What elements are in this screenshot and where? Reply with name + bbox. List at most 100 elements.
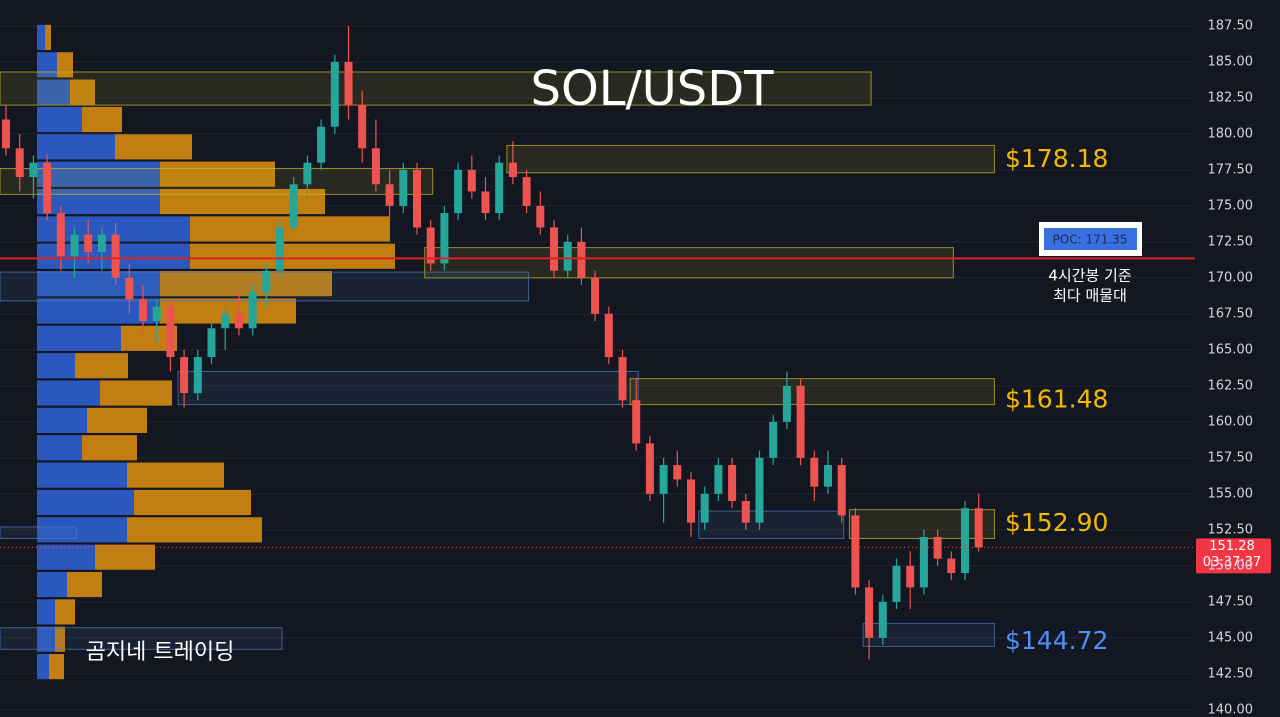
zone xyxy=(0,526,77,539)
candle-body xyxy=(577,241,586,278)
sell-volume-bar xyxy=(75,353,128,379)
candle-body xyxy=(2,119,10,149)
sell-volume-bar xyxy=(115,134,192,160)
candle-body xyxy=(837,465,846,516)
candle-body xyxy=(796,385,805,458)
last-price-label: 151.28 xyxy=(1209,539,1255,554)
candle-body xyxy=(358,105,367,149)
zone xyxy=(506,144,995,174)
candle-body xyxy=(193,357,202,394)
buy-volume-bar xyxy=(37,52,57,78)
zone xyxy=(848,509,995,539)
candle-body xyxy=(70,234,79,257)
candle-body xyxy=(15,148,24,178)
buy-volume-bar xyxy=(37,271,160,297)
sell-volume-bar xyxy=(134,489,251,516)
buy-volume-bar xyxy=(37,188,160,215)
candle-body xyxy=(221,313,230,329)
candle-body xyxy=(371,148,380,185)
candle-body xyxy=(344,61,353,106)
candle-body xyxy=(673,465,682,480)
grid xyxy=(0,25,1195,711)
candle-body xyxy=(632,400,641,444)
volume-profile xyxy=(37,24,395,680)
y-tick-label: 182.50 xyxy=(1208,90,1254,105)
buy-volume-bar xyxy=(37,106,82,133)
candle-body xyxy=(522,177,531,206)
y-tick-label: 185.00 xyxy=(1208,54,1254,69)
candle-body xyxy=(728,465,737,502)
zone xyxy=(177,370,639,406)
buy-volume-bar xyxy=(37,134,115,160)
candle-body xyxy=(741,501,750,523)
candle-body xyxy=(125,277,134,300)
poc-note: 최다 매물대 xyxy=(1053,287,1127,305)
buy-volume-bar xyxy=(37,626,55,652)
candle-body xyxy=(536,205,545,228)
y-tick-label: 150.00 xyxy=(1208,558,1254,573)
candle-body xyxy=(933,537,942,559)
candle-body xyxy=(878,601,887,638)
level-label: $144.72 xyxy=(1005,626,1108,655)
buy-volume-bar xyxy=(37,353,75,379)
zone xyxy=(424,247,954,279)
sell-volume-bar xyxy=(67,571,102,598)
y-tick-label: 180.00 xyxy=(1208,126,1254,141)
candle-body xyxy=(755,457,764,523)
y-tick-label: 167.50 xyxy=(1208,306,1254,321)
sell-volume-bar xyxy=(100,380,172,406)
candle-body xyxy=(865,587,874,638)
zones xyxy=(0,71,995,650)
zone xyxy=(698,510,845,539)
candle-body xyxy=(824,465,832,487)
y-tick-label: 170.00 xyxy=(1208,270,1254,285)
candle-body xyxy=(330,61,339,127)
zone xyxy=(0,627,283,650)
watermark: 곰지네 트레이딩 xyxy=(86,640,235,665)
buy-volume-bar xyxy=(37,599,55,625)
buy-volume-bar xyxy=(37,435,82,461)
candle-body xyxy=(152,306,161,322)
buy-volume-bar xyxy=(37,571,67,598)
sell-volume-bar xyxy=(95,544,155,570)
candle-body xyxy=(234,313,243,329)
candle-body xyxy=(289,184,298,228)
candle-body xyxy=(440,213,449,264)
candle-body xyxy=(467,169,476,192)
y-tick-label: 187.50 xyxy=(1208,18,1254,33)
candle-body xyxy=(495,162,504,214)
level-label: $161.48 xyxy=(1005,385,1108,414)
zone xyxy=(0,167,434,195)
last-price-tag xyxy=(1196,538,1271,574)
candle-body xyxy=(276,227,284,271)
buy-volume-bar xyxy=(37,407,87,433)
candle-body xyxy=(84,234,93,252)
candle-body xyxy=(645,443,654,494)
y-tick-label: 152.50 xyxy=(1208,522,1254,537)
candle-body xyxy=(180,357,189,394)
countdown-label: 03:37:37 xyxy=(1203,555,1261,570)
y-tick-label: 157.50 xyxy=(1208,450,1254,465)
candle-body xyxy=(426,227,435,264)
sell-volume-bar xyxy=(127,517,262,543)
candle-body xyxy=(659,465,668,494)
sell-volume-bar xyxy=(160,271,332,297)
level-label: $178.18 xyxy=(1005,144,1108,173)
candle-body xyxy=(303,162,312,185)
candle-body xyxy=(714,465,723,494)
y-tick-label: 172.50 xyxy=(1208,234,1254,249)
buy-volume-bar xyxy=(37,325,121,351)
y-tick-label: 142.50 xyxy=(1208,666,1254,681)
candle-body xyxy=(481,191,490,214)
zone xyxy=(0,71,872,106)
y-tick-label: 147.50 xyxy=(1208,594,1254,609)
y-tick-label: 145.00 xyxy=(1208,630,1254,645)
sell-volume-bar xyxy=(55,626,65,652)
candle-body xyxy=(892,565,901,602)
sell-volume-bar xyxy=(82,106,122,133)
candle-body xyxy=(166,306,175,358)
candle-body xyxy=(769,421,778,458)
candle-body xyxy=(618,357,627,401)
candle-body xyxy=(317,126,326,163)
